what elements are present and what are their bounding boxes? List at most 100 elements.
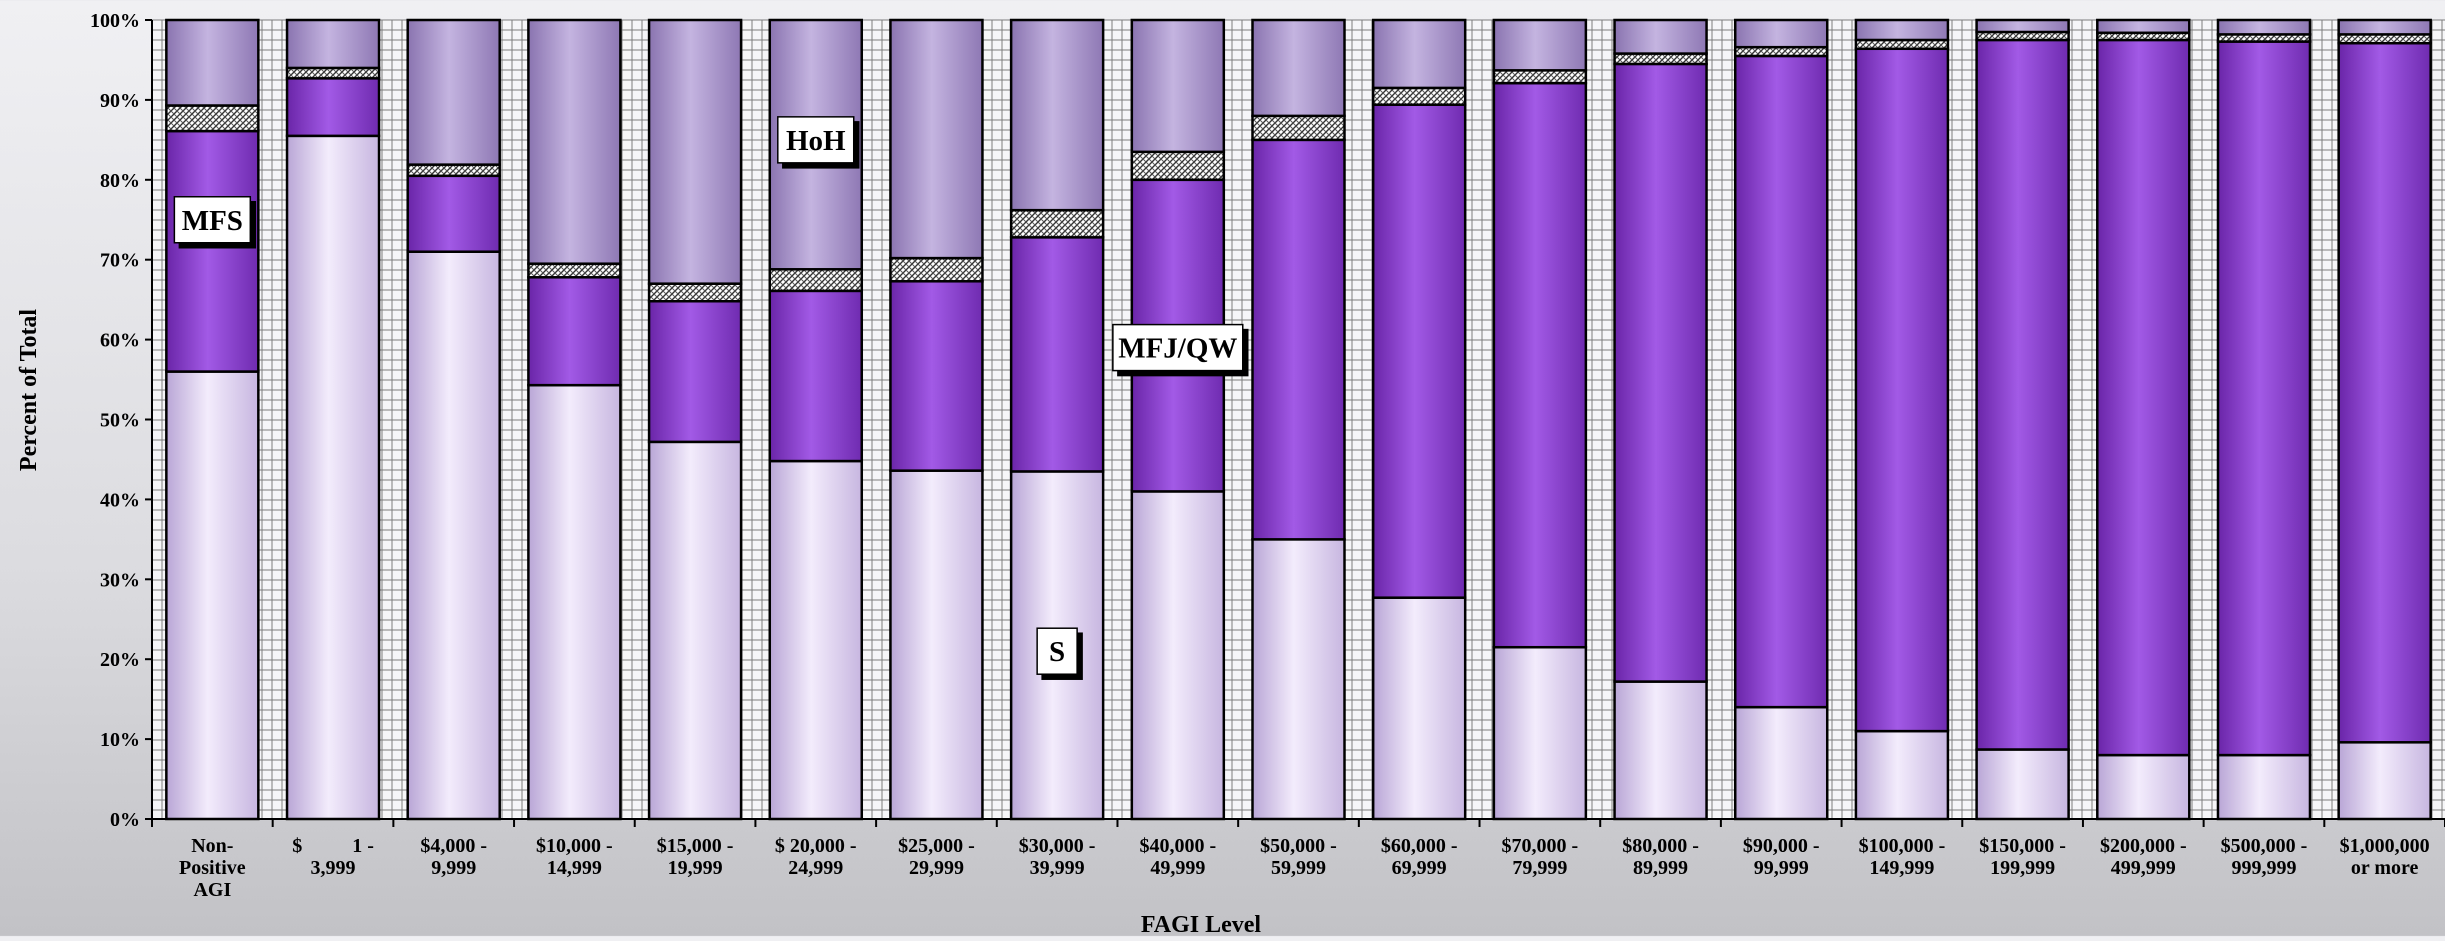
bar-segment-s (1975, 748, 2070, 821)
y-axis-title: Percent of Total (16, 309, 42, 472)
bar-segment-mfj-qw (406, 174, 501, 253)
bar-stack (285, 18, 381, 821)
bar-segment-s (2337, 741, 2432, 821)
y-tick-label: 90% (100, 90, 140, 112)
bar-stack (1613, 18, 1708, 821)
bar-segment-s (889, 469, 984, 821)
y-tick-label: 10% (100, 729, 140, 751)
y-tick-label: 50% (100, 410, 140, 432)
bar-segment-s (1130, 490, 1226, 821)
bar-stack (2096, 18, 2191, 821)
bar-stack (1009, 18, 1105, 821)
bar-segment-mfj-qw (647, 299, 743, 444)
bar-segment-mfj-qw (165, 129, 260, 373)
label-text: S (1049, 636, 1065, 668)
bar-segment-hoh (165, 18, 260, 107)
bar-segment-mfj-qw (1854, 47, 1950, 733)
y-tick-label: 40% (100, 489, 140, 511)
bar-segment-mfs (889, 256, 984, 283)
bar-stack (1492, 18, 1588, 821)
bar-stack (1371, 18, 1467, 821)
label-box (777, 116, 855, 164)
bar-segment-hoh (2337, 18, 2432, 36)
series-label-hoh: HoH (777, 116, 855, 164)
bar-stack (1733, 18, 1829, 821)
x-tick-label: Non-Positive AGI (179, 835, 246, 901)
x-tick-label: $15,000 -19,999 (657, 835, 734, 879)
bar-segment-s (406, 250, 501, 821)
bar-segment-mfs (768, 268, 864, 293)
bar-segment-hoh (647, 18, 743, 285)
bar-segment-mfj-qw (2337, 41, 2432, 744)
bar-stack (527, 18, 622, 821)
label-box (173, 196, 252, 244)
bar-segment-hoh (1613, 18, 1708, 55)
series-labels: MFS HoH MFJ/QW S (173, 116, 1244, 675)
bar-stack (2337, 18, 2432, 821)
y-tick-label: 60% (100, 330, 140, 352)
x-tick-label: $ 20,000 -24,999 (775, 835, 857, 879)
label-box (1112, 323, 1244, 372)
bar-segment-s (1613, 680, 1708, 821)
series-label-mfj-qw: MFJ/QW (1112, 323, 1244, 372)
bar-segment-hoh (2096, 18, 2191, 35)
bar-segment-mfj-qw (285, 77, 381, 138)
x-tick-label: $70,000 -79,999 (1502, 835, 1579, 879)
label-box (1036, 627, 1078, 675)
bar-segment-mfj-qw (889, 280, 984, 472)
bar-segment-hoh (1251, 18, 1346, 118)
bar-segment-mfj-qw (1733, 54, 1829, 709)
bar-segment-mfj-qw (2096, 38, 2191, 757)
x-tick-label: $30,000 -39,999 (1019, 835, 1096, 879)
x-tick-label: $ 1 -3,999 (292, 835, 374, 879)
bar-segment-mfs (527, 262, 622, 279)
bar-segment-s (285, 134, 381, 821)
bar-segment-mfs (647, 282, 743, 303)
bar-segment-s (768, 459, 864, 821)
bar-segment-hoh (2216, 18, 2312, 36)
bar-segment-mfs (1613, 52, 1708, 66)
x-tick-label: $90,000 -99,999 (1743, 835, 1820, 879)
bar-segment-mfj-qw (768, 289, 864, 463)
bar-stack (2216, 18, 2312, 821)
x-tick-label: $40,000 -49,999 (1139, 835, 1216, 879)
bar-stack (406, 18, 501, 821)
bar-segment-mfj-qw (1371, 103, 1467, 599)
bar-stack (1130, 18, 1226, 821)
y-tick-label: 0% (110, 809, 140, 831)
x-tick-label: $1,000,000 or more (2340, 835, 2430, 879)
bar-segment-hoh (1733, 18, 1829, 49)
bars (165, 18, 2432, 821)
x-tick-label: $80,000 -89,999 (1622, 835, 1699, 879)
series-label-s: S (1036, 627, 1078, 675)
bar-segment-hoh (889, 18, 984, 260)
bar-segment-hoh (1130, 18, 1226, 154)
bar-segment-s (165, 370, 260, 821)
bar-stack (889, 18, 984, 821)
y-tick-label: 80% (100, 170, 140, 192)
y-tick-label: 30% (100, 569, 140, 591)
bar-segment-s (2096, 753, 2191, 821)
bar-segment-mfj-qw (527, 276, 622, 387)
bar-segment-mfs (1854, 38, 1950, 51)
bar-segment-s (647, 440, 743, 821)
bar-segment-mfj-qw (1613, 62, 1708, 683)
x-tick-label: $25,000 -29,999 (898, 835, 975, 879)
bar-segment-mfj-qw (2216, 40, 2312, 757)
bar-segment-s (1492, 645, 1588, 821)
bar-stack (1854, 18, 1950, 821)
bar-segment-mfs (285, 66, 381, 80)
x-tick-label: $10,000 -14,999 (536, 835, 613, 879)
bar-segment-mfs (406, 163, 501, 178)
bar-segment-hoh (1492, 18, 1588, 72)
x-tick-label: $100,000 -149,999 (1859, 835, 1946, 879)
bar-segment-mfj-qw (1009, 236, 1105, 473)
bar-segment-mfs (1251, 114, 1346, 142)
bar-segment-mfs (1733, 45, 1829, 58)
label-text: MFJ/QW (1118, 333, 1237, 365)
bar-segment-s (1854, 729, 1950, 821)
bar-segment-s (1371, 596, 1467, 821)
label-text: MFS (182, 205, 243, 237)
bar-segment-s (527, 383, 622, 821)
